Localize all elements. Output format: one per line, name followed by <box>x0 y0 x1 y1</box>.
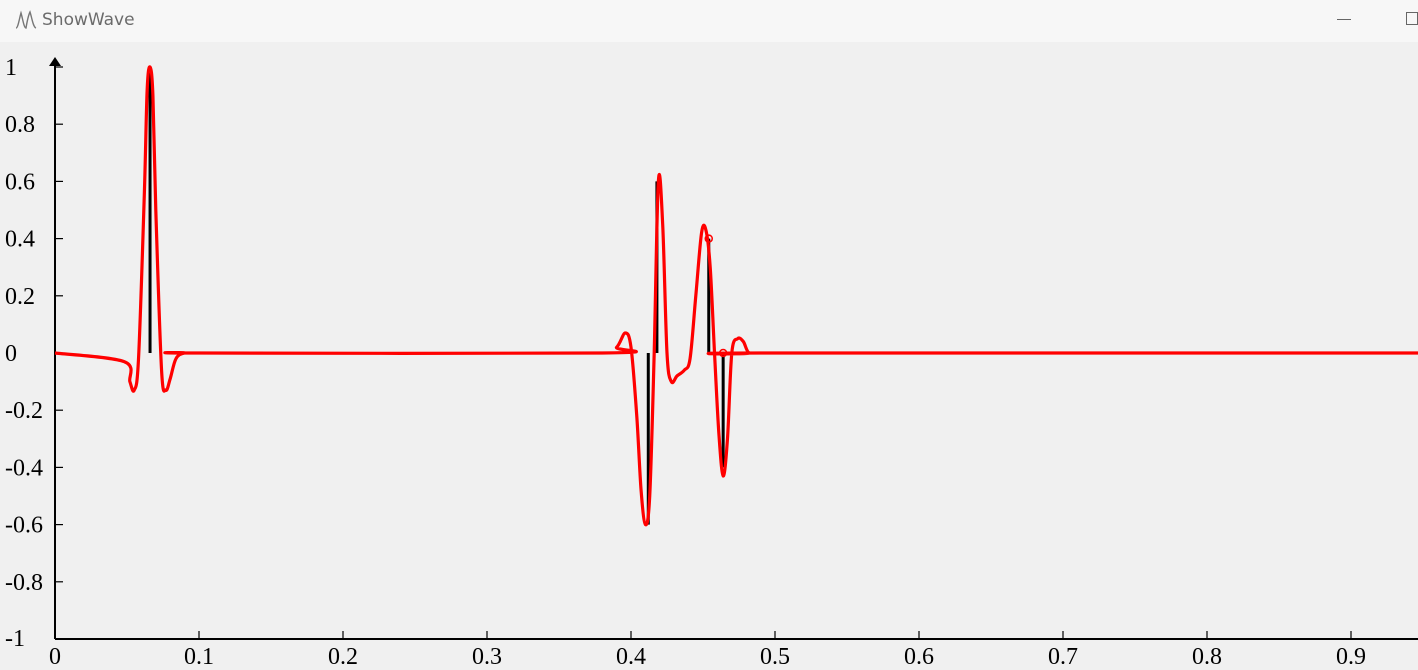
y-tick-label: -0.6 <box>5 513 43 539</box>
data-marker <box>718 348 728 358</box>
y-tick-label: -0.4 <box>5 455 43 481</box>
series-layer <box>54 65 1418 527</box>
y-tick-label: -0.8 <box>5 570 43 596</box>
waveform-series-line <box>54 65 1418 527</box>
y-tick-label: 1 <box>5 55 17 81</box>
y-tick-label: 0.6 <box>5 169 35 195</box>
x-tick-label: 0.8 <box>1192 644 1222 670</box>
minimize-button[interactable] <box>1325 0 1363 43</box>
window-title: ShowWave <box>42 10 135 30</box>
plot-area: 0 0.1 0.2 0.3 0.4 0.5 0.6 0.7 0.8 0.9 1 0.8 0.6 0.4 0.… <box>0 43 1418 670</box>
x-tick-label: 0.3 <box>472 644 502 670</box>
title-bar[interactable]: ShowWave <box>0 0 1418 43</box>
y-tick-label: 0.2 <box>5 284 35 310</box>
waveform-chart: 0 0.1 0.2 0.3 0.4 0.5 0.6 0.7 0.8 0.9 1 0.8 0.6 0.4 0.… <box>5 55 1418 670</box>
waveform-icon <box>15 10 37 29</box>
y-tick-label: -1 <box>5 626 25 652</box>
markers-layer <box>704 234 728 358</box>
y-tick-label: 0.8 <box>5 112 35 138</box>
y-axis-arrow <box>49 57 61 66</box>
data-marker <box>704 234 714 243</box>
y-tick-label: -0.2 <box>5 398 43 424</box>
x-tick-label: 0.2 <box>328 644 358 670</box>
x-tick-label: 0.1 <box>184 644 214 670</box>
x-tick-label: 0.4 <box>616 644 646 670</box>
x-tick-label: 0.9 <box>1336 644 1366 670</box>
maximize-button[interactable] <box>1396 0 1418 43</box>
axes-layer: 0 0.1 0.2 0.3 0.4 0.5 0.6 0.7 0.8 0.9 1 0.8 0.6 0.4 0.… <box>5 55 1418 670</box>
y-tick-label: 0 <box>5 341 17 367</box>
x-tick-label: 0 <box>49 644 61 670</box>
x-tick-label: 0.7 <box>1048 644 1078 670</box>
x-tick-label: 0.5 <box>760 644 790 670</box>
spikes-layer <box>148 67 725 525</box>
y-tick-label: 0.4 <box>5 227 35 253</box>
x-tick-label: 0.6 <box>904 644 934 670</box>
